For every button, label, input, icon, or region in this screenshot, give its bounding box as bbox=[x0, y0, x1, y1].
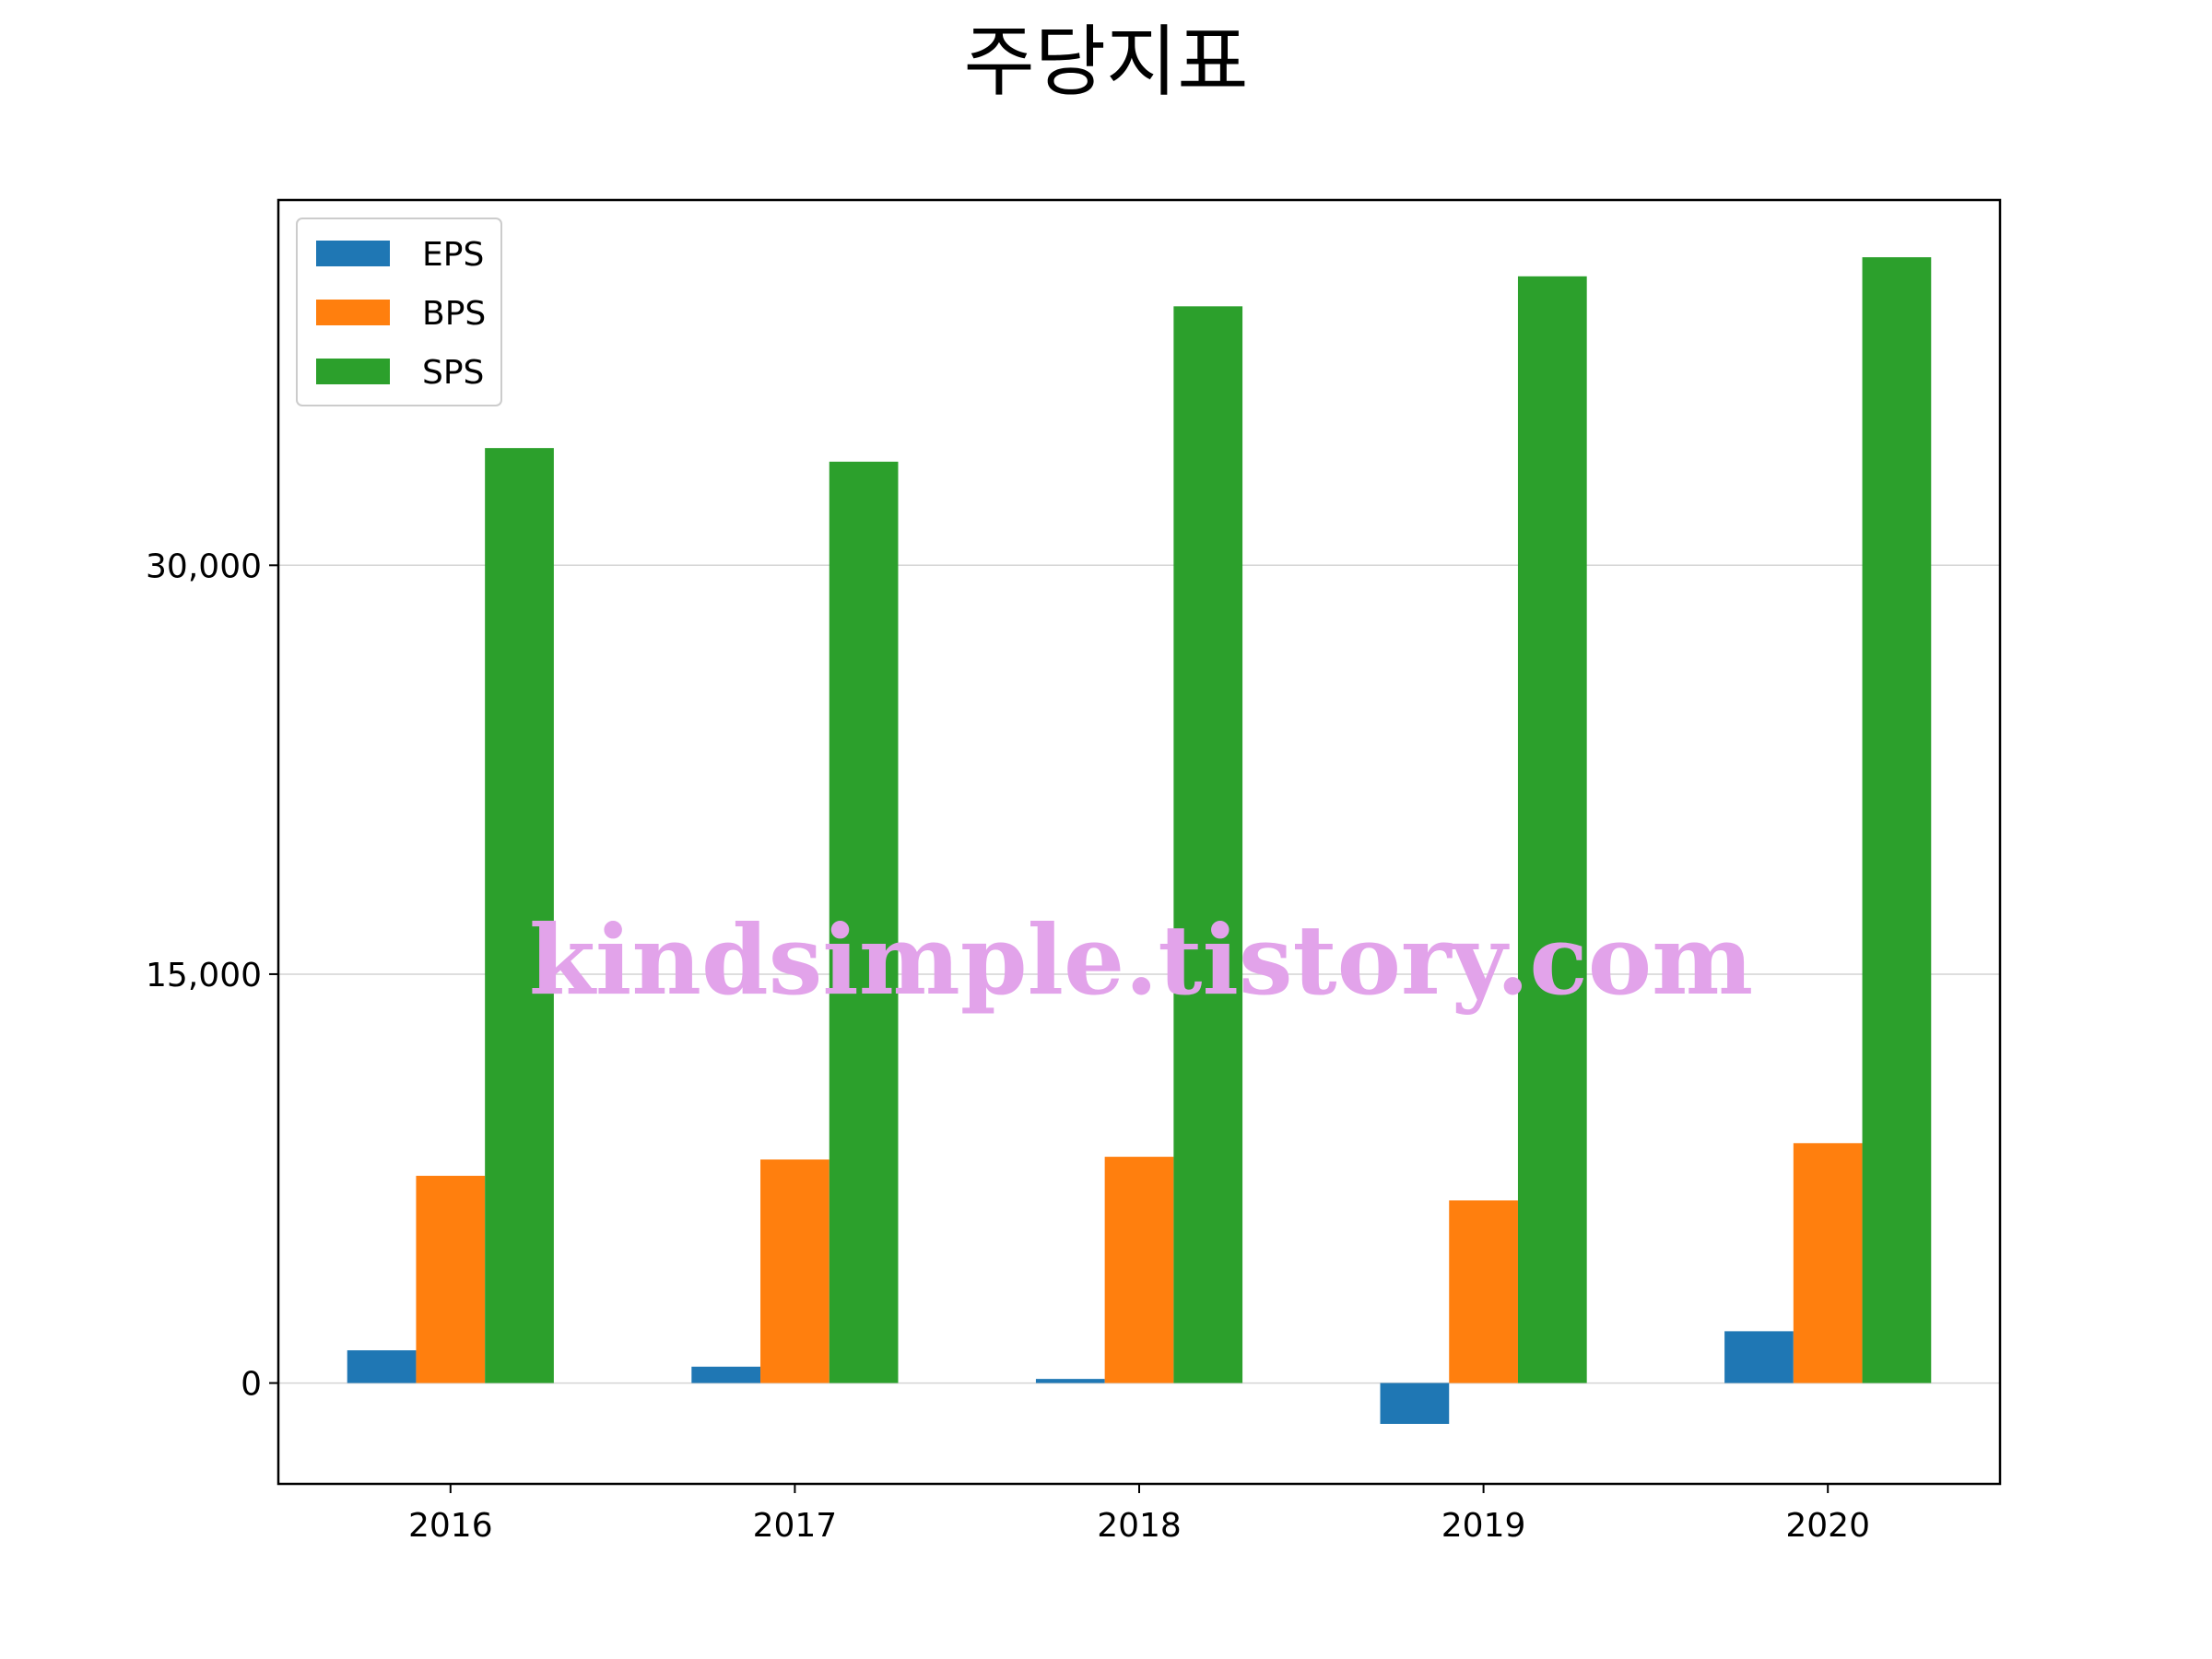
y-tick-label: 30,000 bbox=[146, 547, 262, 585]
x-tick-label: 2020 bbox=[1785, 1507, 1870, 1545]
chart-title: 주당지표 bbox=[963, 17, 1248, 107]
x-tick-label: 2019 bbox=[1441, 1507, 1526, 1545]
legend: EPS BPS SPS bbox=[296, 218, 502, 406]
x-axis: 2016 2017 2018 2019 2020 bbox=[408, 1484, 1870, 1545]
bar-sps-2016 bbox=[485, 448, 554, 1383]
legend-label-sps: SPS bbox=[422, 354, 484, 392]
y-tick-label: 0 bbox=[241, 1366, 262, 1404]
bar-sps-2018 bbox=[1173, 306, 1243, 1383]
legend-swatch-sps bbox=[316, 359, 390, 384]
bar-eps-2017 bbox=[691, 1366, 761, 1383]
bars bbox=[347, 257, 1932, 1424]
legend-swatch-bps bbox=[316, 300, 390, 325]
x-tick-label: 2017 bbox=[753, 1507, 838, 1545]
bar-bps-2018 bbox=[1104, 1157, 1174, 1383]
bar-bps-2019 bbox=[1449, 1200, 1518, 1383]
bar-bps-2020 bbox=[1793, 1143, 1863, 1383]
x-tick-label: 2018 bbox=[1097, 1507, 1182, 1545]
y-tick-label: 15,000 bbox=[146, 957, 262, 994]
bar-sps-2019 bbox=[1517, 276, 1587, 1383]
bar-bps-2017 bbox=[760, 1159, 830, 1383]
y-axis: 0 15,000 30,000 bbox=[146, 547, 278, 1404]
watermark: kindsimple.tistory.com bbox=[529, 903, 1753, 1017]
bar-sps-2017 bbox=[829, 461, 899, 1383]
bar-bps-2016 bbox=[416, 1175, 486, 1383]
bar-eps-2016 bbox=[347, 1350, 417, 1383]
bar-sps-2020 bbox=[1862, 257, 1932, 1383]
x-tick-label: 2016 bbox=[408, 1507, 493, 1545]
legend-swatch-eps bbox=[316, 241, 390, 266]
bar-eps-2018 bbox=[1035, 1379, 1105, 1383]
legend-label-bps: BPS bbox=[422, 295, 486, 333]
legend-label-eps: EPS bbox=[422, 236, 484, 274]
bar-eps-2020 bbox=[1724, 1331, 1794, 1383]
bar-eps-2019 bbox=[1380, 1382, 1450, 1424]
